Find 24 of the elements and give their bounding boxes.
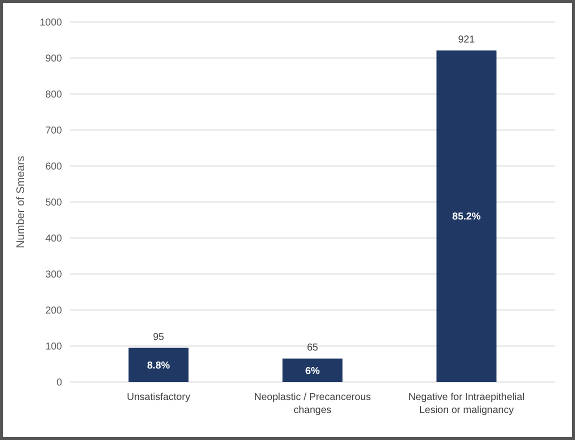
y-axis-title: Number of Smears: [15, 155, 27, 248]
bar: [128, 348, 189, 382]
x-tick-label: Negative for Intraepithelial Lesion or malignancy: [408, 392, 525, 416]
y-tick-label: 500: [45, 198, 62, 208]
x-tick-label: Neoplastic / Precancerous changes: [254, 392, 371, 416]
y-tick-label: 200: [45, 306, 62, 316]
y-tick-label: 700: [45, 126, 62, 136]
data-label: 65: [306, 342, 318, 354]
y-tick-label: 800: [45, 90, 62, 100]
y-tick-label: 900: [45, 54, 62, 64]
annotation: 85.2%: [452, 212, 481, 223]
y-tick-label: 300: [45, 270, 62, 280]
y-tick-label: 1000: [40, 18, 62, 28]
x-tick-label: Unsatisfactory: [126, 392, 190, 403]
y-tick-label: 400: [45, 234, 62, 244]
bar: [282, 358, 342, 382]
bar: [436, 50, 496, 382]
y-tick-label: 0: [56, 378, 62, 388]
annotation: 8.8%: [147, 360, 170, 372]
data-label: 95: [152, 332, 165, 343]
y-tick-label: 100: [45, 342, 62, 352]
data-label: 921: [458, 34, 476, 46]
annotation: 6%: [305, 366, 320, 377]
y-tick-label: 600: [45, 162, 62, 172]
